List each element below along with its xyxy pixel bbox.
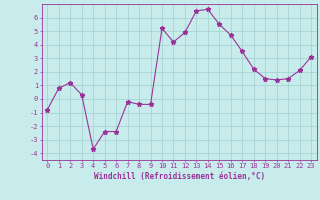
X-axis label: Windchill (Refroidissement éolien,°C): Windchill (Refroidissement éolien,°C) xyxy=(94,172,265,181)
